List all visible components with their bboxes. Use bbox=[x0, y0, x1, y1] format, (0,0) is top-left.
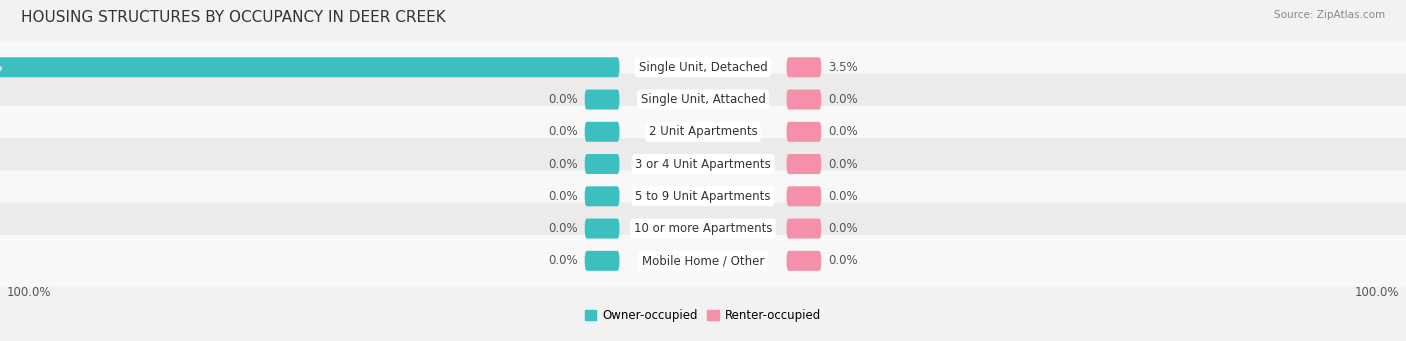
FancyBboxPatch shape bbox=[786, 122, 821, 142]
Text: 3.5%: 3.5% bbox=[828, 61, 858, 74]
Text: Single Unit, Detached: Single Unit, Detached bbox=[638, 61, 768, 74]
FancyBboxPatch shape bbox=[585, 154, 620, 174]
FancyBboxPatch shape bbox=[585, 90, 620, 109]
FancyBboxPatch shape bbox=[0, 57, 620, 77]
FancyBboxPatch shape bbox=[786, 154, 821, 174]
FancyBboxPatch shape bbox=[0, 170, 1406, 222]
FancyBboxPatch shape bbox=[0, 74, 1406, 125]
Legend: Owner-occupied, Renter-occupied: Owner-occupied, Renter-occupied bbox=[579, 305, 827, 327]
FancyBboxPatch shape bbox=[0, 41, 1406, 93]
FancyBboxPatch shape bbox=[585, 219, 620, 239]
Text: Mobile Home / Other: Mobile Home / Other bbox=[641, 254, 765, 267]
FancyBboxPatch shape bbox=[0, 235, 1406, 287]
Text: 0.0%: 0.0% bbox=[828, 93, 858, 106]
Text: 100.0%: 100.0% bbox=[7, 286, 52, 299]
FancyBboxPatch shape bbox=[786, 90, 821, 109]
FancyBboxPatch shape bbox=[786, 251, 821, 271]
FancyBboxPatch shape bbox=[585, 251, 620, 271]
Text: 3 or 4 Unit Apartments: 3 or 4 Unit Apartments bbox=[636, 158, 770, 170]
Text: 0.0%: 0.0% bbox=[548, 254, 578, 267]
FancyBboxPatch shape bbox=[0, 106, 1406, 158]
Text: 96.6%: 96.6% bbox=[0, 61, 3, 74]
FancyBboxPatch shape bbox=[0, 138, 1406, 190]
Text: 0.0%: 0.0% bbox=[548, 158, 578, 170]
Text: 100.0%: 100.0% bbox=[1354, 286, 1399, 299]
Text: 2 Unit Apartments: 2 Unit Apartments bbox=[648, 125, 758, 138]
Text: 0.0%: 0.0% bbox=[548, 125, 578, 138]
FancyBboxPatch shape bbox=[786, 219, 821, 239]
Text: 0.0%: 0.0% bbox=[548, 190, 578, 203]
FancyBboxPatch shape bbox=[786, 186, 821, 206]
Text: 5 to 9 Unit Apartments: 5 to 9 Unit Apartments bbox=[636, 190, 770, 203]
Text: 0.0%: 0.0% bbox=[828, 254, 858, 267]
FancyBboxPatch shape bbox=[0, 203, 1406, 255]
Text: 10 or more Apartments: 10 or more Apartments bbox=[634, 222, 772, 235]
FancyBboxPatch shape bbox=[585, 186, 620, 206]
Text: 0.0%: 0.0% bbox=[828, 158, 858, 170]
Text: Source: ZipAtlas.com: Source: ZipAtlas.com bbox=[1274, 10, 1385, 20]
Text: 0.0%: 0.0% bbox=[828, 190, 858, 203]
FancyBboxPatch shape bbox=[786, 57, 821, 77]
FancyBboxPatch shape bbox=[585, 122, 620, 142]
Text: 0.0%: 0.0% bbox=[548, 93, 578, 106]
Text: 0.0%: 0.0% bbox=[828, 222, 858, 235]
Text: Single Unit, Attached: Single Unit, Attached bbox=[641, 93, 765, 106]
Text: 0.0%: 0.0% bbox=[828, 125, 858, 138]
Text: 0.0%: 0.0% bbox=[548, 222, 578, 235]
Text: HOUSING STRUCTURES BY OCCUPANCY IN DEER CREEK: HOUSING STRUCTURES BY OCCUPANCY IN DEER … bbox=[21, 10, 446, 25]
